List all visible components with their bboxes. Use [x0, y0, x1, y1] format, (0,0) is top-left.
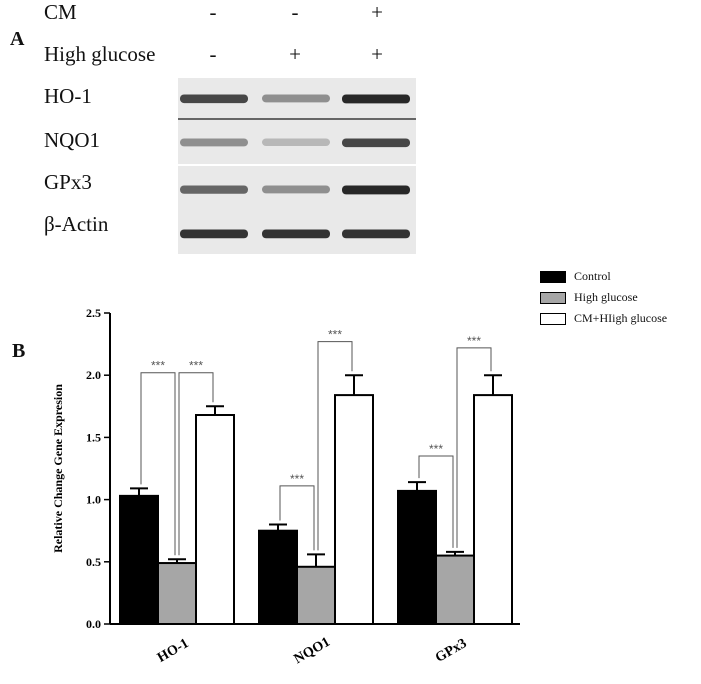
blot-band-gpx3-lane-1 — [180, 185, 248, 194]
y-tick-label: 2.5 — [86, 306, 101, 320]
significance-label: *** — [429, 442, 443, 456]
y-axis-label: Relative Change Gene Expresion — [51, 384, 65, 553]
significance-label: *** — [189, 359, 203, 373]
legend-item-cm-high-glucose: CM+HIigh glucose — [540, 311, 667, 326]
cm-sign-lane-3: + — [371, 0, 383, 24]
blot-band-beta-actin-lane-2 — [262, 229, 330, 239]
legend-label-control: Control — [574, 269, 611, 283]
legend-label-high-glucose: High glucose — [574, 290, 638, 304]
cm-sign-lane-2: - — [291, 0, 299, 24]
legend-swatch-control — [540, 270, 566, 283]
legend-item-control: Control — [540, 269, 611, 284]
condition-label-cm: CM — [44, 0, 77, 24]
bar-control-ho-1 — [119, 494, 159, 626]
significance-label: *** — [151, 359, 165, 373]
blot-band-gpx3-lane-2 — [262, 185, 330, 194]
bar-high-glucose-nqo1 — [296, 565, 336, 625]
significance-bracket — [418, 455, 454, 548]
blot-band-nqo1-lane-1 — [180, 138, 248, 147]
blot-band-beta-actin-lane-1 — [180, 229, 248, 239]
condition-label-high-glucose: High glucose — [44, 42, 156, 66]
cm-sign-lane-1: - — [209, 0, 217, 24]
y-tick-label: 0.0 — [86, 617, 101, 631]
bar-cm-hiigh-glucose-ho-1 — [195, 414, 235, 625]
bar-cm-hiigh-glucose-gpx3 — [473, 394, 513, 625]
significance-bracket — [178, 372, 214, 556]
significance-bracket — [456, 347, 492, 548]
bar-control-nqo1 — [258, 529, 298, 626]
y-tick-label: 1.5 — [86, 430, 101, 444]
blot-band-gpx3-lane-3 — [342, 185, 410, 195]
blot-band-nqo1-lane-3 — [342, 138, 410, 148]
blot-band-nqo1-lane-2 — [262, 138, 330, 146]
significance-bracket — [279, 485, 315, 551]
significance-label: *** — [290, 472, 304, 486]
bar-control-gpx3 — [397, 489, 437, 625]
blot-band-beta-actin-lane-3 — [342, 229, 410, 239]
significance-bracket — [317, 341, 353, 551]
hg-sign-lane-2: + — [289, 42, 301, 66]
x-category-label: GPx3 — [433, 636, 469, 666]
bar-cm-hiigh-glucose-nqo1 — [334, 394, 374, 625]
legend-label-cm-high-glucose: CM+HIigh glucose — [574, 311, 668, 325]
panel-b-letter: B — [12, 340, 26, 362]
significance-label: *** — [328, 328, 342, 342]
western-blot-image — [178, 78, 416, 254]
hg-sign-lane-1: - — [209, 42, 217, 66]
blot-label-ho1: HO-1 — [44, 84, 92, 108]
blot-band-ho1-lane-3 — [342, 94, 410, 104]
significance-bracket — [140, 372, 176, 556]
blot-label-beta-actin: β-Actin — [44, 212, 109, 236]
blot-band-ho1-lane-1 — [180, 94, 248, 104]
legend-swatch-cm-high-glucose — [540, 312, 566, 325]
panel-a-letter: A — [10, 28, 25, 50]
hg-sign-lane-3: + — [371, 42, 383, 66]
x-category-label: HO-1 — [155, 636, 191, 666]
x-category-label: NQO1 — [292, 635, 333, 667]
significance-label: *** — [467, 334, 481, 348]
legend-swatch-high-glucose — [540, 291, 566, 304]
y-tick-label: 0.5 — [86, 555, 101, 569]
y-tick-label: 1.0 — [86, 493, 101, 507]
blot-label-gpx3: GPx3 — [44, 170, 92, 194]
y-tick-label: 2.0 — [86, 368, 101, 382]
legend-item-high-glucose: High glucose — [540, 290, 638, 305]
blot-label-nqo1: NQO1 — [44, 128, 100, 152]
bar-high-glucose-ho-1 — [157, 562, 197, 626]
blot-band-ho1-lane-2 — [262, 94, 330, 103]
bar-high-glucose-gpx3 — [435, 554, 475, 626]
